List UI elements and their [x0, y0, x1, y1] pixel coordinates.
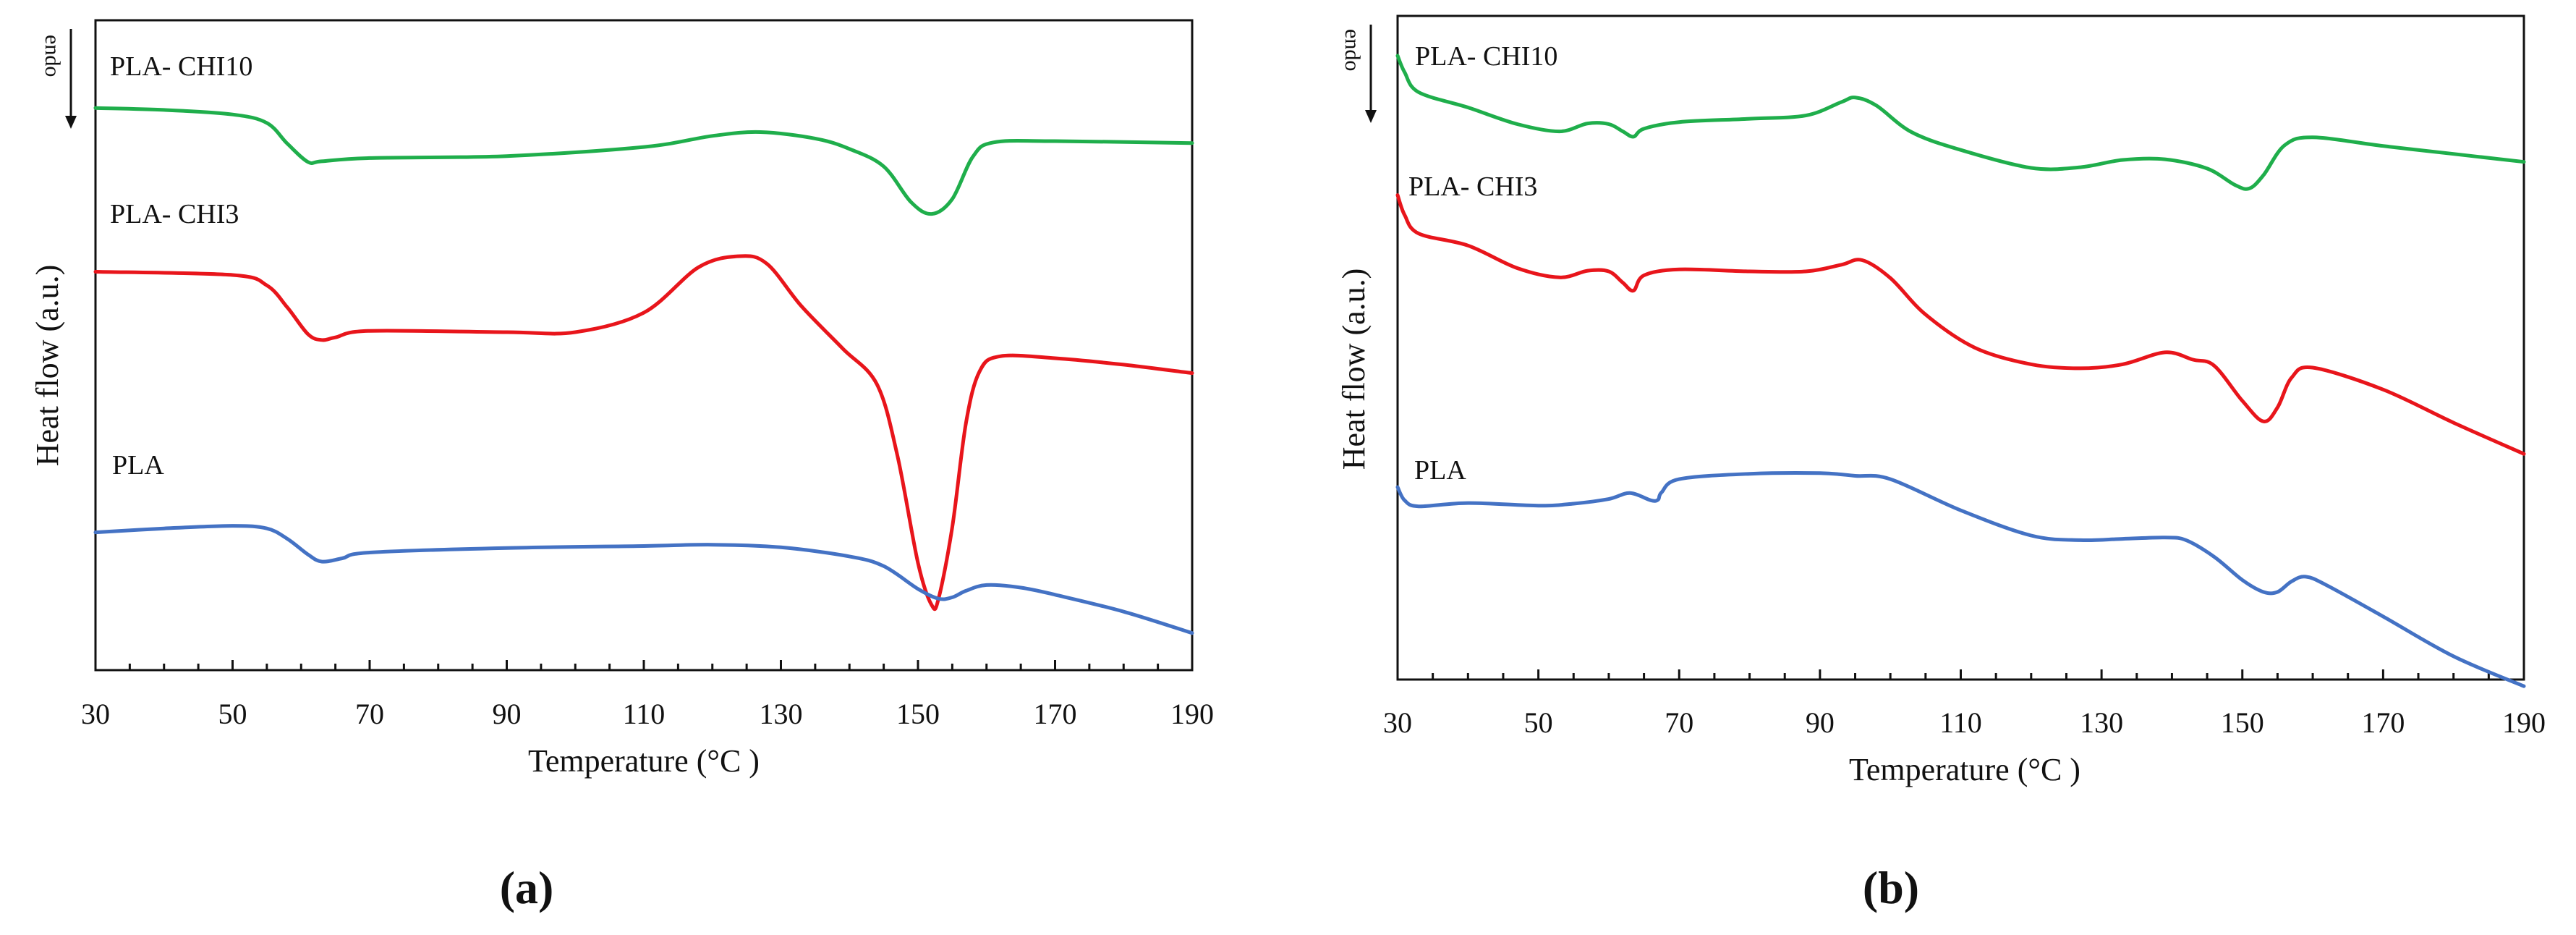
x-axis-ticks	[1396, 669, 2525, 680]
y-axis-title: Heat flow (a.u.)	[30, 265, 65, 467]
x-tick-label: 30	[81, 698, 110, 730]
x-tick-label: 70	[355, 698, 384, 730]
panel-b: 30 50 70 90 110 130 150 170 190 Temperature (°C …	[1336, 14, 2546, 913]
x-tick-label: 190	[1170, 698, 1214, 730]
endo-arrow-icon	[65, 116, 77, 129]
plot-frame	[94, 19, 1194, 672]
series-label-pla: PLA	[1414, 455, 1466, 486]
x-tick-label: 50	[218, 698, 247, 730]
endo-indicator: endo	[41, 29, 77, 129]
x-tick-label: 30	[1383, 706, 1412, 739]
x-tick-label: 150	[896, 698, 940, 730]
panel-label-b: (b)	[1863, 862, 1919, 913]
x-axis-ticks	[94, 660, 1194, 670]
x-axis-title: Temperature (°C )	[1849, 752, 2080, 787]
x-tick-label: 150	[2221, 706, 2264, 739]
endo-label: endo	[1340, 29, 1364, 71]
x-tick-label: 90	[1806, 706, 1835, 739]
panel-label-a: (a)	[500, 862, 554, 913]
series-layer	[93, 106, 1194, 635]
x-tick-label: 110	[623, 698, 666, 730]
series-line-pla	[93, 524, 1194, 635]
y-axis-title: Heat flow (a.u.)	[1336, 268, 1372, 470]
series-label-pla-chi10: PLA- CHI10	[110, 51, 252, 82]
series-line-pla	[1395, 471, 2526, 688]
x-axis-title: Temperature (°C )	[528, 743, 760, 779]
x-tick-label: 70	[1665, 706, 1693, 739]
series-label-pla-chi3: PLA- CHI3	[1408, 172, 1537, 202]
series-label-pla-chi10: PLA- CHI10	[1415, 41, 1557, 72]
series-layer	[1395, 54, 2526, 688]
x-tick-label: 130	[2080, 706, 2123, 739]
series-label-pla: PLA	[112, 450, 164, 481]
x-tick-label: 170	[1034, 698, 1077, 730]
endo-arrow-icon	[1365, 110, 1377, 123]
series-label-pla-chi3: PLA- CHI3	[110, 199, 239, 229]
x-tick-labels: 30 50 70 90 110 130 150 170 190	[1383, 706, 2546, 739]
series-line-pla-chi10	[1395, 54, 2526, 191]
x-tick-label: 110	[1939, 706, 1982, 739]
series-line-pla-chi3	[1395, 193, 2526, 456]
series-line-pla-chi10	[93, 106, 1194, 216]
x-tick-label: 190	[2502, 706, 2546, 739]
x-tick-label: 50	[1524, 706, 1553, 739]
endo-indicator: endo	[1340, 25, 1377, 123]
x-tick-label: 170	[2361, 706, 2405, 739]
series-line-pla-chi3	[93, 254, 1194, 612]
x-tick-label: 130	[760, 698, 803, 730]
endo-label: endo	[41, 35, 64, 77]
x-tick-label: 90	[493, 698, 522, 730]
plot-frame	[1396, 14, 2525, 681]
panel-a: 30 50 70 90 110 130 150 170 190 Temperature (°C …	[30, 19, 1214, 913]
x-tick-labels: 30 50 70 90 110 130 150 170 190	[81, 698, 1214, 730]
